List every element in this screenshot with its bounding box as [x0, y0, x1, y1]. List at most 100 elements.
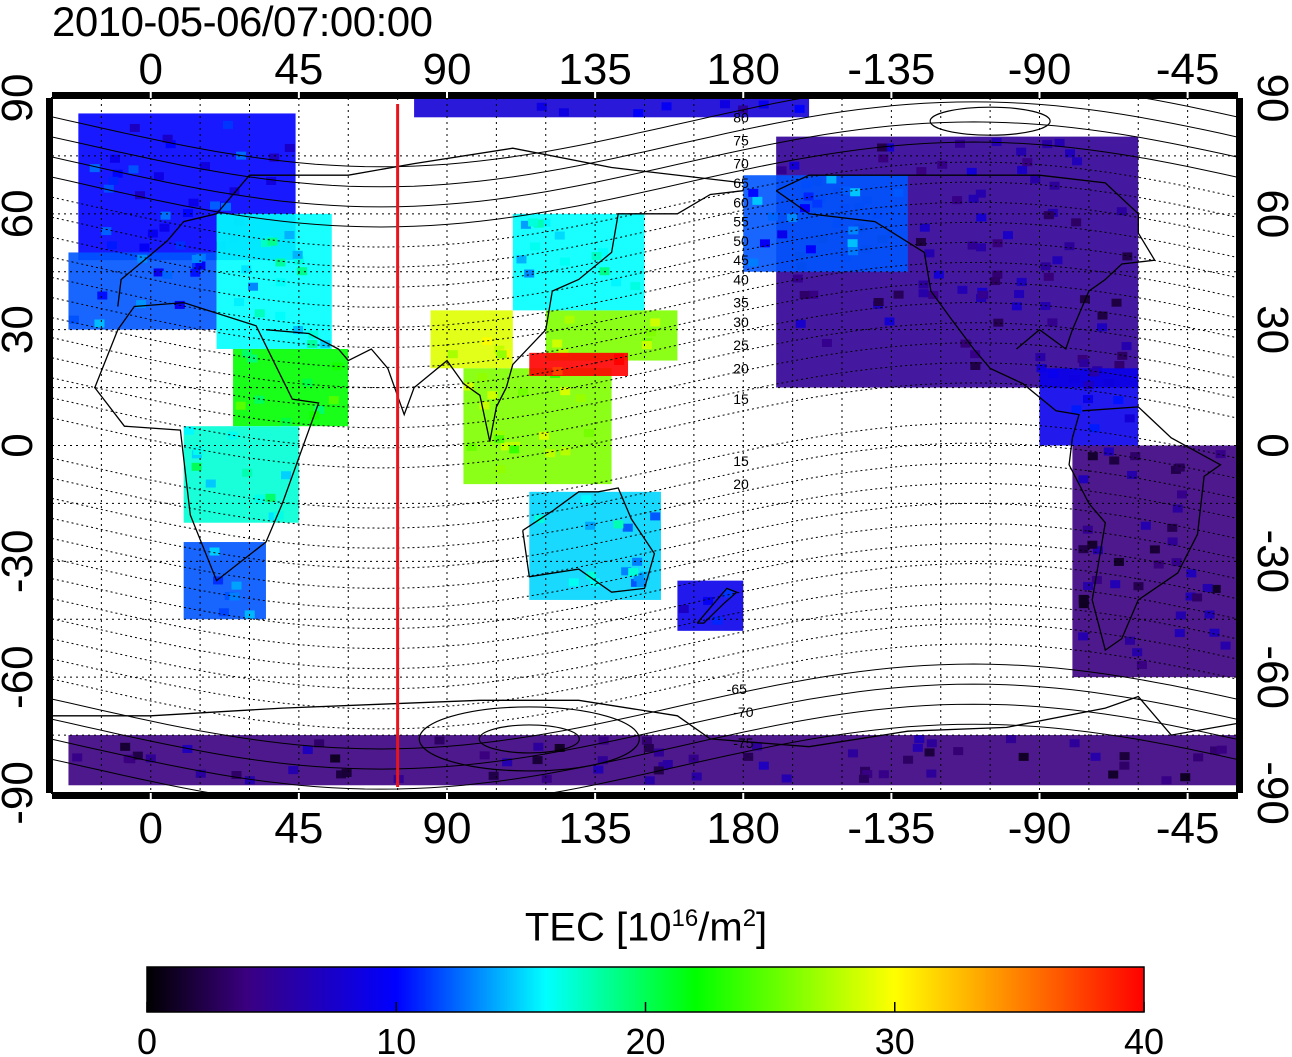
tec-cell	[990, 277, 1001, 286]
tec-cell	[1097, 311, 1108, 320]
tec-cell	[743, 752, 754, 761]
tec-cell	[645, 328, 656, 337]
tec-cell	[1220, 641, 1231, 650]
tec-cell	[1167, 537, 1178, 546]
right-lat-tick-label: 30	[1248, 305, 1292, 354]
magnetic-pole-contour	[418, 706, 640, 772]
tec-cell	[1176, 490, 1187, 499]
tec-cell	[919, 223, 930, 232]
tec-cell	[591, 252, 602, 261]
contour-label: 80	[733, 109, 749, 125]
tec-cell	[241, 349, 252, 358]
tec-cell	[247, 354, 258, 363]
tec-cell	[487, 391, 498, 400]
tec-region	[743, 175, 908, 272]
tec-region	[463, 368, 612, 485]
tec-cell	[1180, 773, 1191, 782]
tec-cell	[68, 315, 79, 324]
contour-label: 60	[733, 194, 749, 210]
tec-region	[414, 98, 810, 118]
tec-cell	[1121, 342, 1132, 351]
tec-cell	[862, 770, 873, 779]
tec-cell	[653, 748, 664, 757]
tec-cell	[1193, 753, 1204, 762]
contour-label: 30	[733, 314, 749, 330]
tec-cell	[893, 290, 904, 299]
tec-cell	[266, 176, 277, 185]
tec-cell	[139, 243, 150, 252]
tec-cell	[840, 186, 851, 195]
tec-cell	[1216, 745, 1227, 754]
tec-cell	[1153, 560, 1164, 569]
top-lon-tick-label: -45	[1156, 45, 1220, 94]
tec-cell	[799, 204, 810, 213]
tec-cell	[1108, 770, 1119, 779]
tec-cell	[952, 196, 963, 205]
tec-cell	[787, 213, 798, 222]
magnetic-contour	[52, 462, 1237, 549]
tec-cell	[273, 511, 284, 520]
lon-tick-mark	[248, 92, 251, 98]
tec-cell	[195, 261, 206, 270]
tec-region	[68, 252, 217, 330]
tec-cell	[821, 338, 832, 347]
tec-cell	[320, 340, 331, 349]
tec-cell	[488, 771, 499, 780]
tec-cell	[72, 753, 83, 762]
magnetic-contour	[52, 482, 1237, 569]
lon-tick-mark	[544, 92, 547, 98]
top-lon-tick-label: 0	[139, 45, 163, 94]
tec-cell	[235, 401, 246, 410]
coastline	[52, 695, 1237, 748]
top-lon-tick-label: -90	[1008, 45, 1072, 94]
tec-cell	[1215, 450, 1226, 459]
tec-cell	[759, 239, 770, 248]
lon-tick-mark	[643, 92, 646, 98]
lon-tick-mark	[1137, 92, 1140, 98]
tec-cell	[1083, 395, 1094, 404]
right-lat-tick-label: -90	[1248, 761, 1292, 825]
tec-cell	[1113, 396, 1124, 405]
tec-cell	[1047, 318, 1058, 327]
tec-cell	[292, 250, 303, 259]
tec-region	[183, 426, 299, 523]
magnetic-contour	[52, 302, 1237, 389]
tec-cell	[903, 755, 914, 764]
lon-tick-mark	[791, 92, 794, 98]
tec-cell	[1171, 558, 1182, 567]
tec-cell	[1124, 636, 1135, 645]
tec-cell	[241, 265, 252, 274]
tec-cell	[848, 247, 859, 256]
tec-cell	[748, 188, 759, 197]
tec-cell	[188, 198, 199, 207]
tec-cell	[968, 194, 979, 203]
lon-tick-mark	[1137, 793, 1140, 799]
tec-cell	[585, 521, 596, 530]
tec-region	[430, 310, 513, 369]
colorbar-tick-label: 10	[376, 1021, 416, 1057]
lon-tick-mark	[841, 793, 843, 799]
tec-cell	[533, 742, 544, 751]
lon-tick-mark	[149, 92, 152, 98]
colorbar-title: TEC [1016/m2]	[0, 905, 1292, 950]
lon-tick-mark	[1087, 92, 1090, 98]
tec-cell	[533, 219, 544, 228]
tec-cell	[103, 184, 114, 193]
lon-tick-mark	[939, 793, 942, 799]
tec-cell	[269, 153, 280, 162]
tec-cell	[284, 231, 295, 240]
tec-cell	[794, 104, 805, 113]
tec-cell	[221, 202, 232, 211]
tec-cell	[611, 278, 622, 287]
tec-cell	[712, 616, 723, 625]
tec-cell	[752, 196, 763, 205]
tec-cell	[128, 165, 139, 174]
tec-cell	[641, 341, 652, 350]
tec-cell	[447, 350, 458, 359]
tec-cell	[234, 298, 245, 307]
tec-cell	[1124, 414, 1135, 423]
tec-cell	[552, 339, 563, 348]
tec-cell	[502, 758, 513, 767]
tec-cell	[912, 743, 923, 752]
